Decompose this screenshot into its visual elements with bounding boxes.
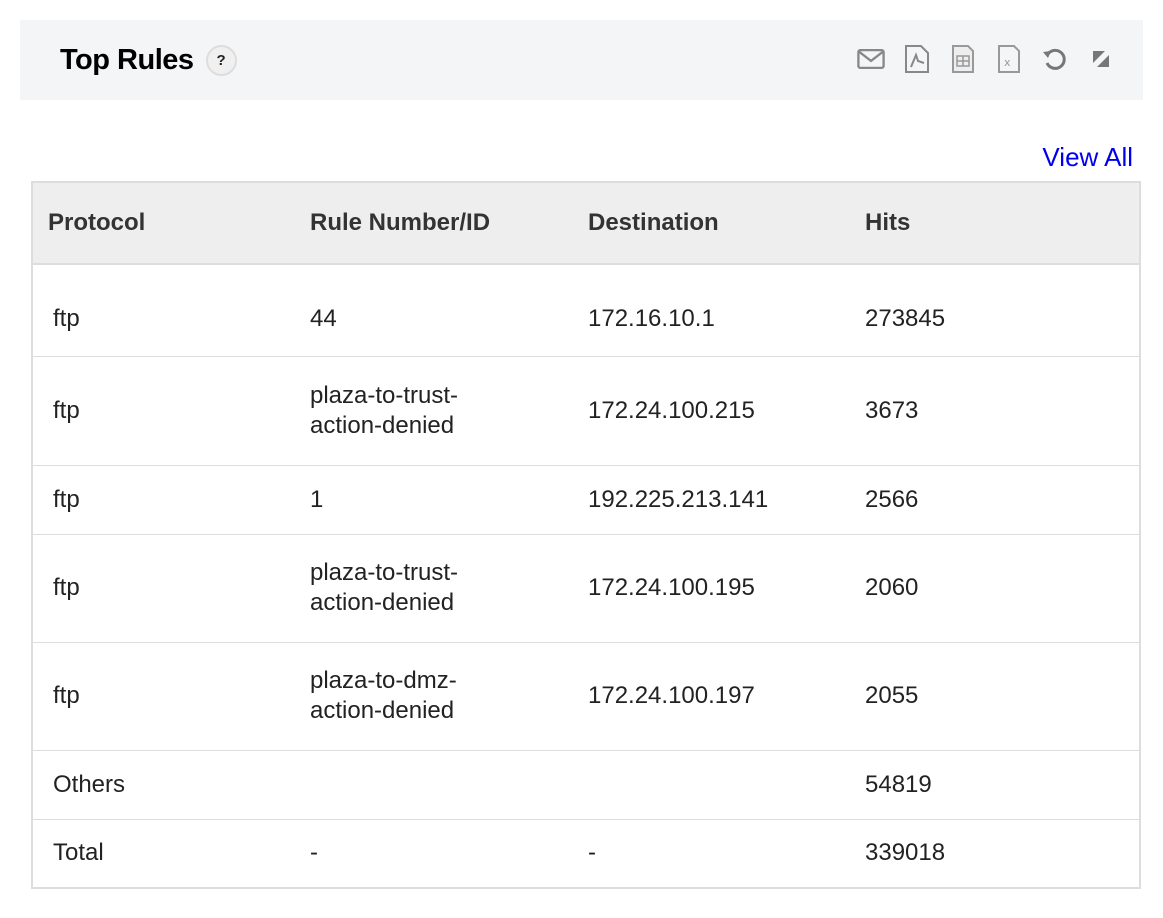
cell-hits: 2566 — [865, 464, 1140, 534]
toolbar: x — [857, 44, 1115, 74]
excel-icon[interactable]: x — [995, 44, 1023, 74]
csv-icon[interactable] — [949, 44, 977, 74]
cell-rule — [310, 749, 588, 819]
cell-protocol: Others — [32, 749, 310, 819]
cell-destination: 172.16.10.1 — [588, 263, 865, 356]
cell-destination: 172.24.100.215 — [588, 355, 865, 465]
cell-hits: 339018 — [865, 818, 1140, 888]
widget-title: Top Rules — [60, 43, 194, 76]
cell-destination: 172.24.100.197 — [588, 641, 865, 750]
cell-rule: plaza-to-trust-action-denied — [310, 533, 588, 642]
cell-hits: 3673 — [865, 355, 1140, 465]
mail-icon[interactable] — [857, 44, 885, 74]
column-header-destination[interactable]: Destination — [588, 182, 865, 265]
cell-rule: plaza-to-trust-action-denied — [310, 355, 588, 465]
pdf-icon[interactable] — [903, 44, 931, 74]
cell-protocol: ftp — [32, 355, 310, 465]
cell-rule: - — [310, 818, 588, 888]
cell-rule: 1 — [310, 464, 588, 534]
column-header-rule[interactable]: Rule Number/ID — [310, 182, 588, 265]
refresh-icon[interactable] — [1041, 44, 1069, 74]
cell-protocol: Total — [32, 818, 310, 888]
cell-hits: 2055 — [865, 641, 1140, 750]
cell-protocol: ftp — [32, 533, 310, 642]
cell-protocol: ftp — [32, 263, 310, 356]
view-all-link[interactable]: View All — [1042, 142, 1133, 172]
cell-rule: 44 — [310, 263, 588, 356]
table-row: ftp plaza-to-trust-action-denied 172.24.10… — [32, 355, 1140, 465]
help-icon[interactable]: ? — [205, 44, 237, 76]
cell-protocol: ftp — [32, 464, 310, 534]
table-row: Others 54819 — [32, 749, 1140, 819]
expand-icon[interactable] — [1087, 44, 1115, 74]
cell-destination: - — [588, 818, 865, 888]
widget-header: Top Rules ? x — [20, 20, 1143, 100]
table-row: ftp 1 192.225.213.141 2566 — [32, 464, 1140, 534]
column-header-hits[interactable]: Hits — [865, 182, 1140, 265]
cell-hits: 273845 — [865, 263, 1140, 356]
table-row: ftp 44 172.16.10.1 273845 — [32, 263, 1140, 356]
cell-destination: 192.225.213.141 — [588, 464, 865, 534]
cell-rule: plaza-to-dmz-action-denied — [310, 641, 588, 750]
cell-destination: 172.24.100.195 — [588, 533, 865, 642]
svg-text:x: x — [1004, 56, 1011, 69]
table-row: ftp plaza-to-trust-action-denied 172.24.10… — [32, 533, 1140, 642]
table-row: Total - -339018 — [32, 818, 1140, 888]
table-header-row: Protocol Rule Number/ID Destination Hits — [32, 182, 1140, 265]
cell-destination — [588, 749, 865, 819]
cell-hits: 2060 — [865, 533, 1140, 642]
table-row: ftp plaza-to-dmz-action-denied 172.24.100.… — [32, 641, 1140, 750]
column-header-protocol[interactable]: Protocol — [32, 182, 310, 265]
cell-hits: 54819 — [865, 749, 1140, 819]
top-rules-table: Protocol Rule Number/ID Destination Hits… — [31, 181, 1141, 889]
cell-protocol: ftp — [32, 641, 310, 750]
